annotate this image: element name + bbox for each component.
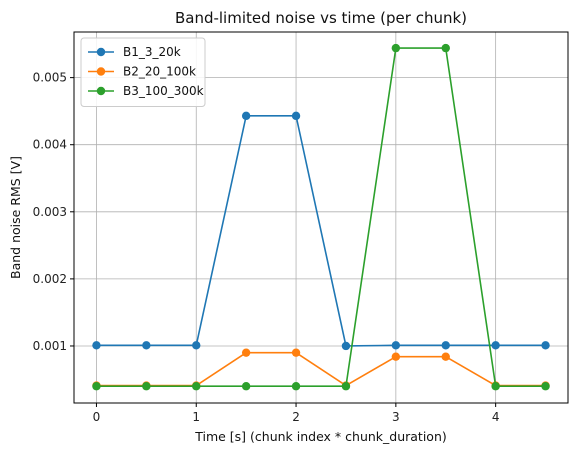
data-point	[341, 382, 351, 391]
data-point	[541, 382, 550, 391]
data-point	[441, 43, 450, 53]
series-line	[96, 115, 546, 347]
data-point	[241, 111, 251, 121]
y-tick-label: 0.005	[33, 71, 67, 85]
plot-area-frame	[73, 31, 569, 404]
data-point	[491, 382, 500, 391]
grid	[74, 32, 568, 403]
legend-label: B2_20_100k	[123, 65, 196, 79]
series-B3_100_300k	[92, 43, 550, 391]
legend-item: B2_20_100k	[88, 65, 196, 79]
data-point	[142, 341, 151, 350]
y-tick-label: 0.002	[33, 272, 67, 286]
x-tick-label: 2	[292, 410, 300, 424]
y-tick-label: 0.003	[33, 205, 67, 219]
y-axis-title: Band noise RMS [V]	[8, 156, 23, 279]
legend-item: B1_3_20k	[88, 45, 181, 59]
data-point	[441, 341, 450, 350]
data-point	[391, 341, 401, 350]
data-point	[241, 348, 251, 357]
y-tick-label: 0.001	[33, 339, 67, 353]
data-point	[241, 382, 251, 391]
x-axis: 0 1 2 3 4	[93, 403, 500, 424]
data-point	[192, 382, 201, 391]
data-point	[92, 382, 101, 391]
data-point	[491, 341, 500, 350]
legend-label: B1_3_20k	[123, 45, 181, 59]
data-point	[291, 382, 301, 391]
legend: B1_3_20k B2_20_100k B3_100_300k	[80, 37, 206, 107]
legend-box	[80, 37, 206, 107]
data-point	[541, 341, 550, 350]
legend-marker	[96, 47, 106, 57]
x-tick-label: 3	[392, 410, 400, 424]
legend-label: B3_100_300k	[123, 84, 204, 98]
series-layer	[92, 43, 550, 391]
data-point	[441, 352, 450, 361]
data-point	[391, 352, 401, 361]
x-tick-label: 1	[192, 410, 200, 424]
y-tick-label: 0.004	[33, 138, 67, 152]
data-point	[192, 341, 201, 350]
data-point	[341, 341, 351, 351]
chart-title: Band-limited noise vs time (per chunk)	[175, 9, 467, 27]
data-point	[291, 111, 301, 121]
x-tick-label: 4	[492, 410, 500, 424]
data-point	[92, 341, 101, 350]
data-point	[142, 382, 151, 391]
series-B1_3_20k	[92, 111, 550, 351]
data-point	[291, 348, 301, 357]
legend-marker	[96, 86, 106, 96]
y-axis: 0.001 0.002 0.003 0.004 0.005	[33, 71, 74, 353]
legend-marker	[96, 67, 106, 76]
x-axis-title: Time [s] (chunk index * chunk_duration)	[194, 429, 447, 444]
legend-item: B3_100_300k	[88, 84, 204, 98]
series-line	[96, 47, 546, 388]
data-point	[391, 43, 401, 53]
x-tick-label: 0	[93, 410, 101, 424]
